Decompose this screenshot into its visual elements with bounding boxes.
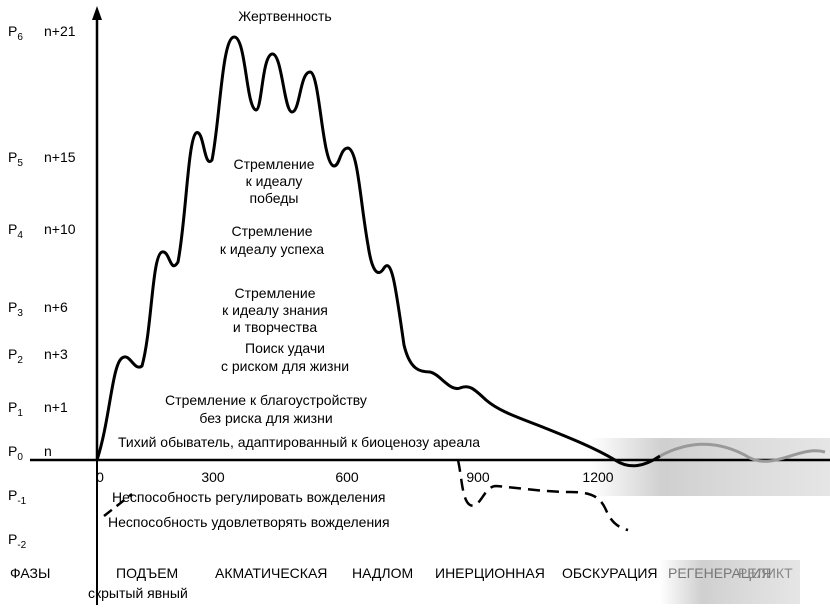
label: и творчества — [233, 319, 317, 335]
level-index: n+21 — [44, 23, 76, 39]
dashed-curve — [456, 459, 629, 532]
x-tick-label: 600 — [335, 469, 359, 485]
label: к идеалу успеха — [220, 241, 324, 257]
label: Стремление — [231, 223, 312, 239]
level-label: P2 — [8, 346, 23, 366]
phases-label: ФАЗЫ — [10, 565, 50, 581]
level-label: P-1 — [8, 487, 27, 507]
dashed-curve — [103, 493, 133, 517]
label: к идеалу знания — [222, 302, 328, 318]
label: Стремление к благоустройству — [165, 392, 367, 408]
label: Тихий обыватель, адаптированный к биоцен… — [118, 434, 480, 450]
phase-subdivision: скрытый явный — [88, 585, 188, 601]
label: к идеалу — [246, 173, 303, 189]
x-tick-label: 0 — [96, 469, 104, 485]
level-index: n+6 — [44, 299, 68, 315]
title: Жертвенность — [238, 8, 331, 24]
faded-curve — [659, 442, 826, 463]
level-index: n+3 — [44, 346, 68, 362]
level-label: P3 — [8, 299, 23, 319]
x-tick-label: 900 — [466, 469, 490, 485]
level-label: P0 — [8, 443, 23, 463]
phase: ОБСКУРАЦИЯ — [562, 565, 658, 581]
label: Стремление — [234, 285, 315, 301]
label: с риском для жизни — [221, 358, 349, 374]
phase: НАДЛОМ — [352, 565, 413, 581]
level-index: n+10 — [44, 221, 76, 237]
phase: АКМАТИЧЕСКАЯ — [215, 565, 327, 581]
level-label: P6 — [8, 23, 23, 43]
level-index: n+1 — [44, 399, 68, 415]
level-label: P5 — [8, 149, 23, 169]
label: победы — [250, 190, 299, 206]
phase: ИНЕРЦИОННАЯ — [435, 565, 545, 581]
phase: РЕГЕНЕРАЦИЯ — [668, 565, 771, 581]
level-index: n+15 — [44, 149, 76, 165]
label: Неспособность регулировать вожделения — [112, 489, 385, 505]
phase: РЕЛИКТ — [738, 565, 793, 581]
level-label: P4 — [8, 221, 23, 241]
x-tick-label: 300 — [201, 469, 225, 485]
passionarity-curve — [95, 35, 661, 468]
label: Неспособность удовлетворять вожделения — [108, 514, 390, 530]
faded-region — [660, 560, 800, 604]
arrow-head — [92, 6, 102, 20]
level-label: P-2 — [8, 531, 27, 551]
faded-region — [590, 438, 830, 496]
level-label: P1 — [8, 399, 23, 419]
level-index: n — [44, 443, 52, 459]
label: Поиск удачи — [245, 340, 325, 356]
label: без риска для жизни — [199, 410, 332, 426]
label: Стремление — [233, 156, 314, 172]
phase: ПОДЪЕМ — [116, 565, 178, 581]
x-tick-label: 1200 — [582, 469, 613, 485]
